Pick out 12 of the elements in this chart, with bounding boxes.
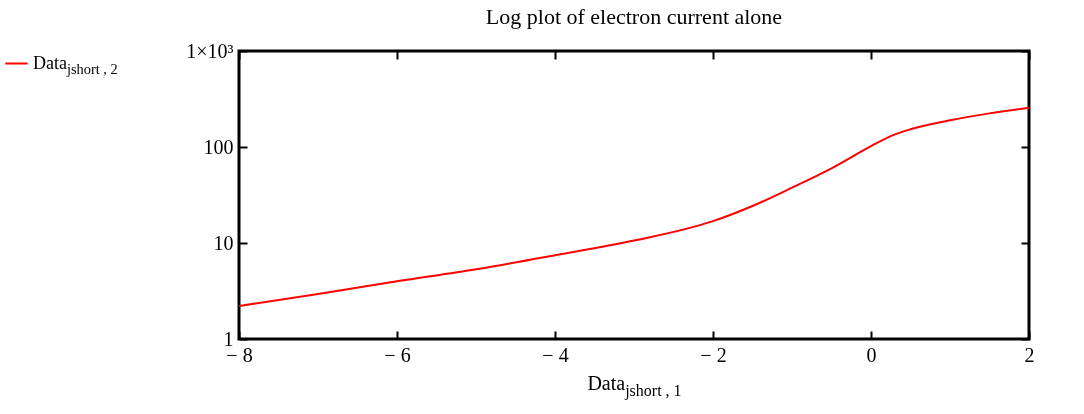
x-tick-label: − 6 — [384, 343, 411, 366]
x-tick-label: 0 — [866, 343, 877, 366]
x-tick-label: − 4 — [542, 343, 569, 366]
y-tick-label: 100 — [203, 135, 234, 158]
x-tick-label: − 2 — [700, 343, 727, 366]
y-tick-label: 10 — [213, 231, 234, 254]
legend-label: Data$_{jshort , 2}$ — [33, 52, 118, 77]
x-axis-title: Data$_{jshort , 1}$ — [587, 371, 682, 400]
y-tick-label: 1×10³ — [186, 39, 234, 62]
x-tick-label: 2 — [1024, 343, 1035, 366]
chart-title: Log plot of electron current alone — [485, 4, 783, 29]
line-series — [239, 106, 1029, 307]
